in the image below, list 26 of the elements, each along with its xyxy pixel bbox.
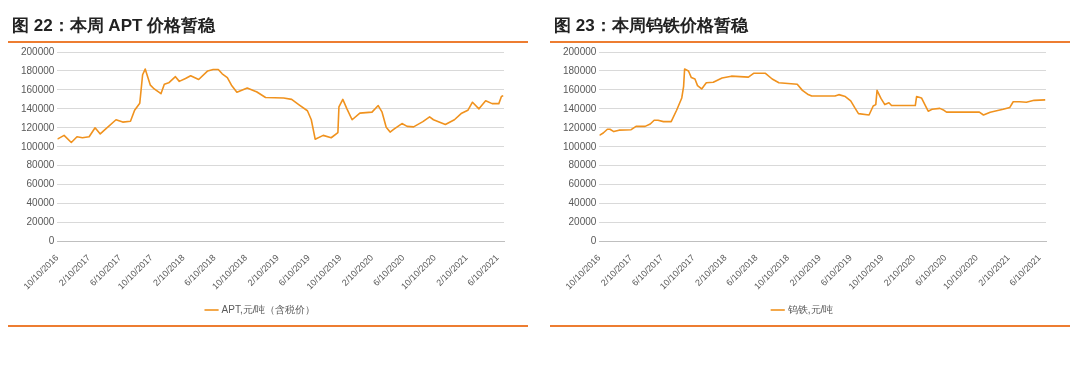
- chart-title: 图 22：本周 APT 价格暂稳: [8, 8, 528, 43]
- y-tick-label: 100000: [20, 140, 55, 152]
- y-tick-label: 20000: [568, 216, 597, 228]
- y-tick-label: 160000: [562, 83, 597, 95]
- legend-label: APT,元/吨（含税价）: [221, 303, 316, 315]
- y-tick-label: 60000: [568, 178, 597, 190]
- y-tick-label: 0: [590, 235, 597, 247]
- y-tick-label: 140000: [20, 102, 55, 114]
- y-tick-label: 80000: [568, 159, 597, 171]
- y-tick-label: 180000: [562, 64, 597, 76]
- y-tick-label: 0: [48, 235, 55, 247]
- y-tick-label: 140000: [562, 102, 597, 114]
- y-tick-label: 120000: [562, 121, 597, 133]
- y-tick-label: 20000: [26, 216, 55, 228]
- y-tick-label: 180000: [20, 64, 55, 76]
- y-tick-label: 60000: [26, 178, 55, 190]
- y-tick-label: 160000: [20, 83, 55, 95]
- y-tick-label: 200000: [562, 45, 597, 57]
- y-tick-label: 40000: [568, 197, 597, 209]
- y-tick-label: 120000: [20, 121, 55, 133]
- chart-title: 图 23：本周钨铁价格暂稳: [550, 8, 1070, 43]
- y-tick-label: 80000: [26, 159, 55, 171]
- y-tick-label: 200000: [20, 45, 55, 57]
- y-tick-label: 100000: [562, 140, 597, 152]
- y-tick-label: 40000: [26, 197, 55, 209]
- legend-label: 钨铁,元/吨: [786, 303, 834, 315]
